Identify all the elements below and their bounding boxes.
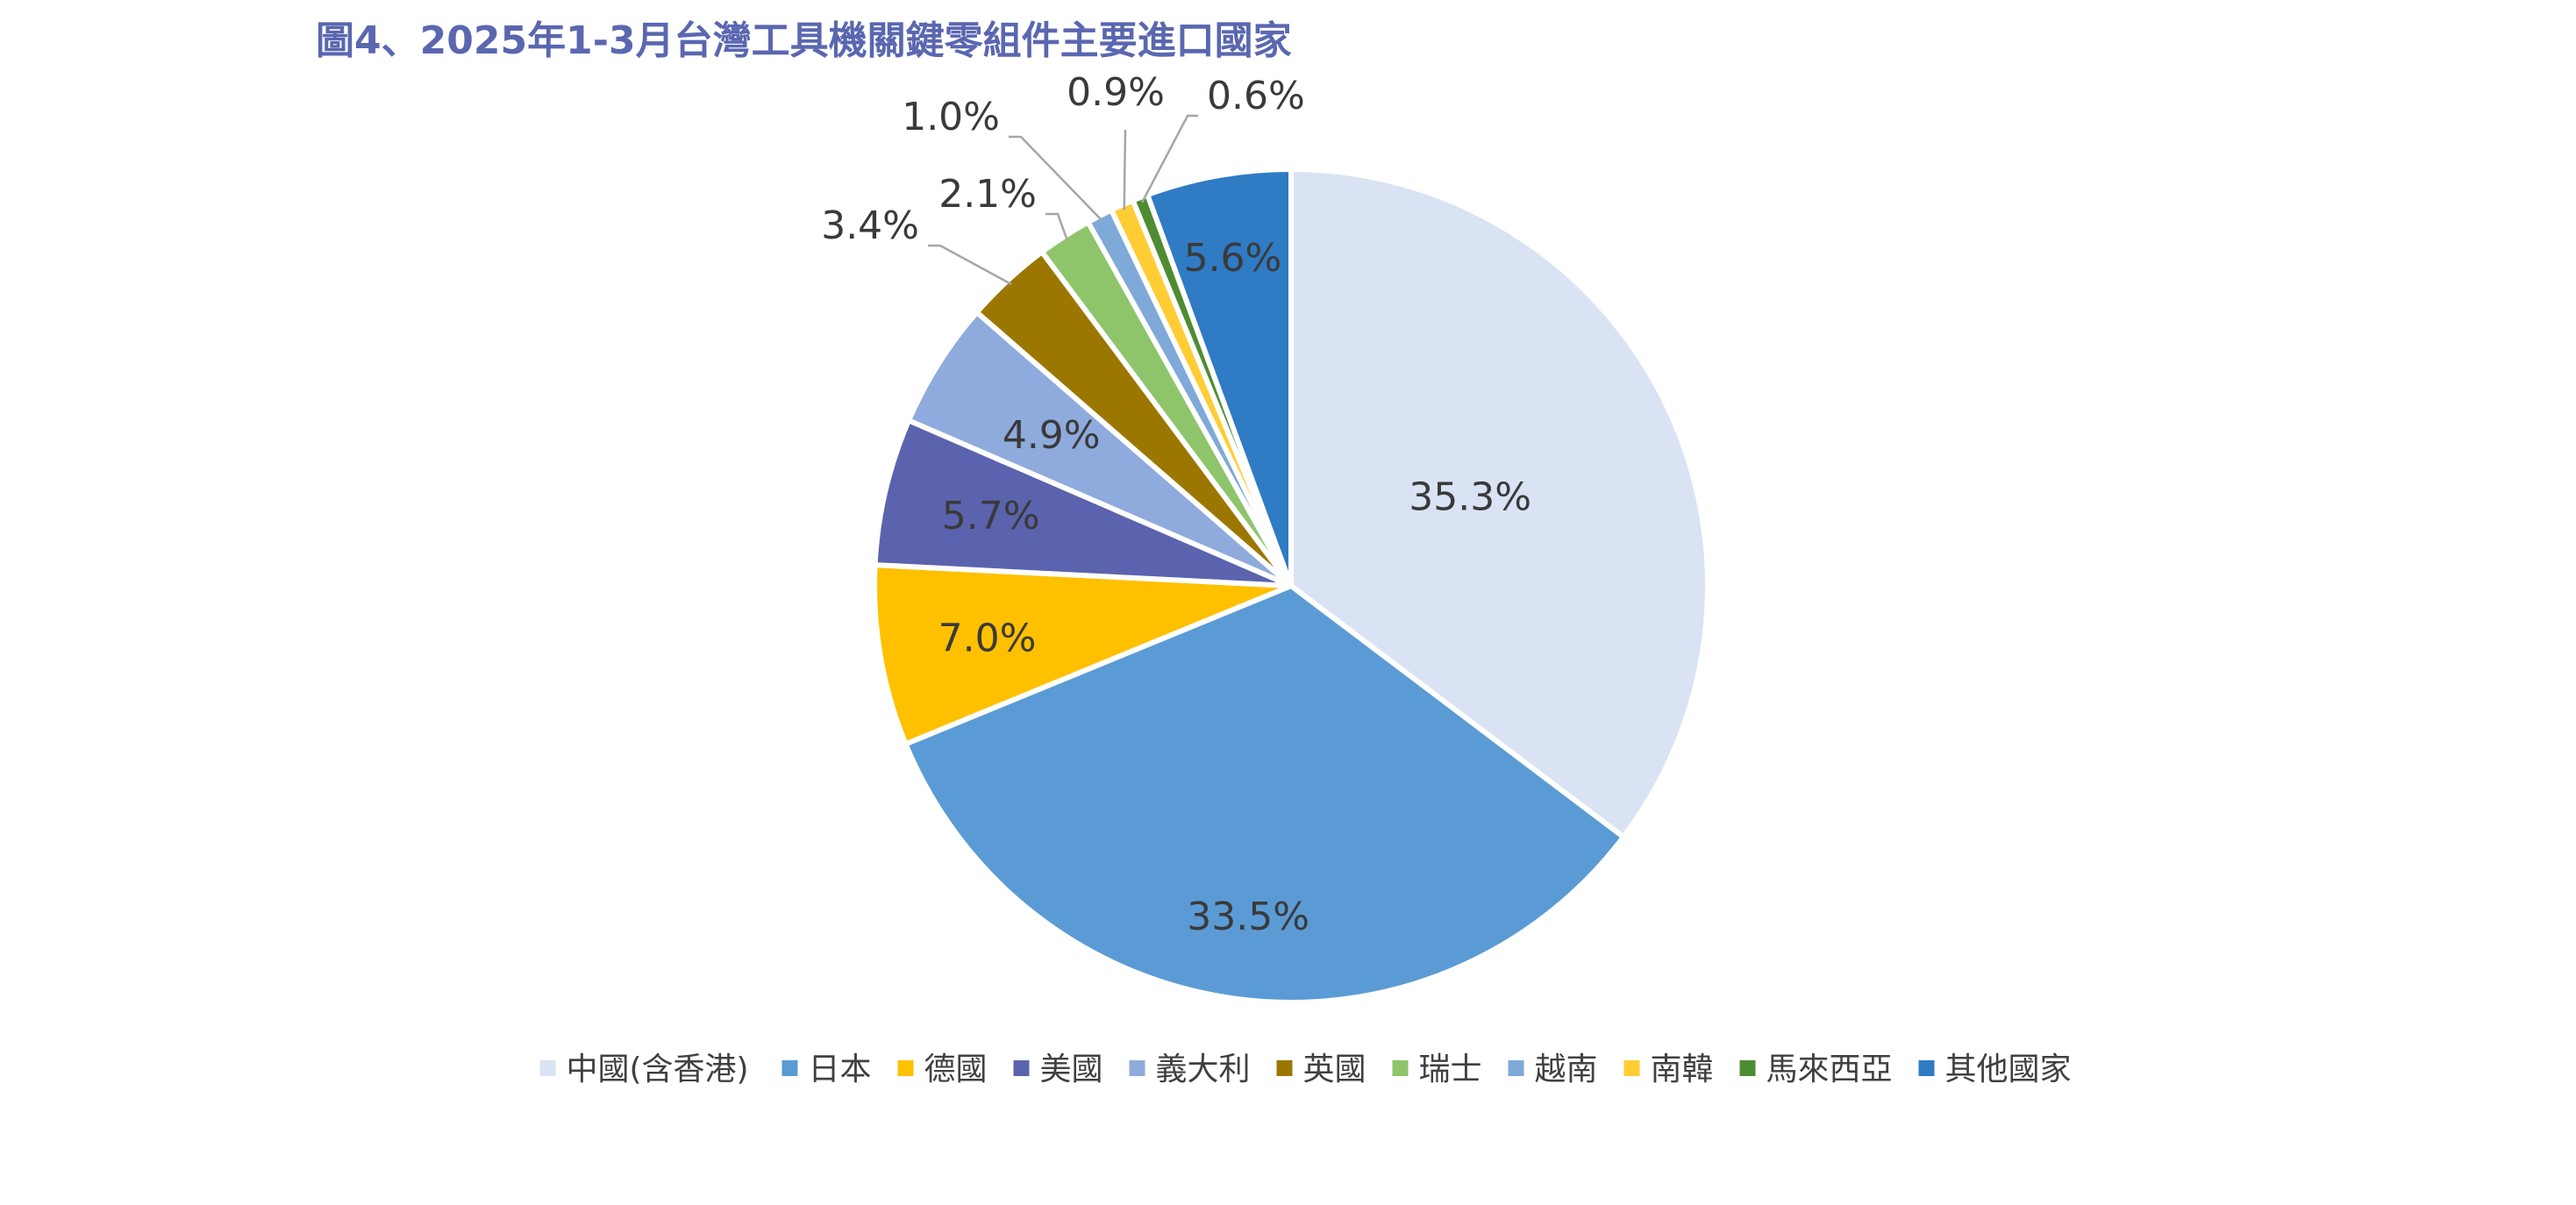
legend-label-11: 其他國家 — [1945, 1052, 2072, 1087]
slice-labels: 35.3% 33.5% 7.0% 5.7% 4.9% 3.4% 2.1% 1.0% 0.9% 0.… — [821, 70, 1531, 939]
legend-label-6: 英國 — [1303, 1052, 1366, 1087]
slice-8-data-label: 1.0% — [902, 95, 1000, 139]
legend-swatch-5 — [1129, 1060, 1145, 1076]
slice-8-leader-line — [1009, 135, 1103, 222]
slice-2-data-label: 33.5% — [1187, 895, 1309, 939]
slice-9-data-label: 0.9% — [1067, 70, 1165, 115]
legend-swatch-1 — [539, 1060, 556, 1076]
legend-label-2: 日本 — [809, 1052, 872, 1087]
legend-label-9: 南韓 — [1651, 1052, 1714, 1087]
legend-swatch-11 — [1918, 1060, 1935, 1076]
legend-label-1: 中國(含香港) — [567, 1052, 749, 1087]
pie-slices — [872, 167, 1710, 1005]
legend-label-8: 越南 — [1535, 1052, 1598, 1087]
legend-swatch-2 — [781, 1060, 798, 1076]
legend-swatch-7 — [1392, 1060, 1409, 1076]
legend-swatch-4 — [1013, 1060, 1030, 1076]
legend-label-10: 馬來西亞 — [1766, 1052, 1893, 1087]
legend-swatch-3 — [897, 1060, 914, 1076]
slice-1-data-label: 35.3% — [1409, 474, 1531, 519]
slice-10-leader-line — [1140, 114, 1198, 203]
slice-11-wedge — [1145, 167, 1294, 588]
legend-label-3: 德國 — [924, 1052, 988, 1087]
chart-title: 圖4、2025年1-3月台灣工具機關鍵零組件主要進口國家 — [316, 18, 1292, 63]
legend-swatch-6 — [1276, 1060, 1293, 1076]
slice-3-wedge — [872, 562, 1294, 747]
slice-4-data-label: 5.7% — [942, 494, 1040, 538]
legend-swatch-10 — [1739, 1060, 1756, 1076]
slice-10-data-label: 0.6% — [1207, 74, 1305, 118]
legend-label-5: 義大利 — [1156, 1052, 1251, 1087]
slice-4-wedge — [872, 417, 1294, 588]
slice-9-leader-line — [1123, 129, 1127, 210]
legend-swatch-9 — [1623, 1060, 1640, 1076]
legend-label-7: 瑞士 — [1419, 1052, 1482, 1087]
slice-11-data-label: 5.6% — [1184, 236, 1282, 281]
legend: 中國(含香港) 日本 德國 美國 義大利 英國 瑞士 越南 南韓 馬來西亞 其他國家 — [539, 1052, 2072, 1087]
slice-7-data-label: 2.1% — [938, 172, 1037, 217]
leader-lines — [928, 114, 1198, 286]
slice-2-wedge — [903, 583, 1626, 1005]
slice-6-data-label: 3.4% — [821, 203, 919, 248]
legend-swatch-8 — [1508, 1060, 1524, 1076]
slice-1-wedge — [1288, 167, 1710, 840]
slice-6-leader-line — [928, 244, 1012, 286]
slice-5-data-label: 4.9% — [1003, 413, 1101, 458]
legend-label-4: 美國 — [1040, 1052, 1103, 1087]
slice-7-leader-line — [1045, 212, 1069, 241]
slice-3-data-label: 7.0% — [938, 616, 1037, 660]
